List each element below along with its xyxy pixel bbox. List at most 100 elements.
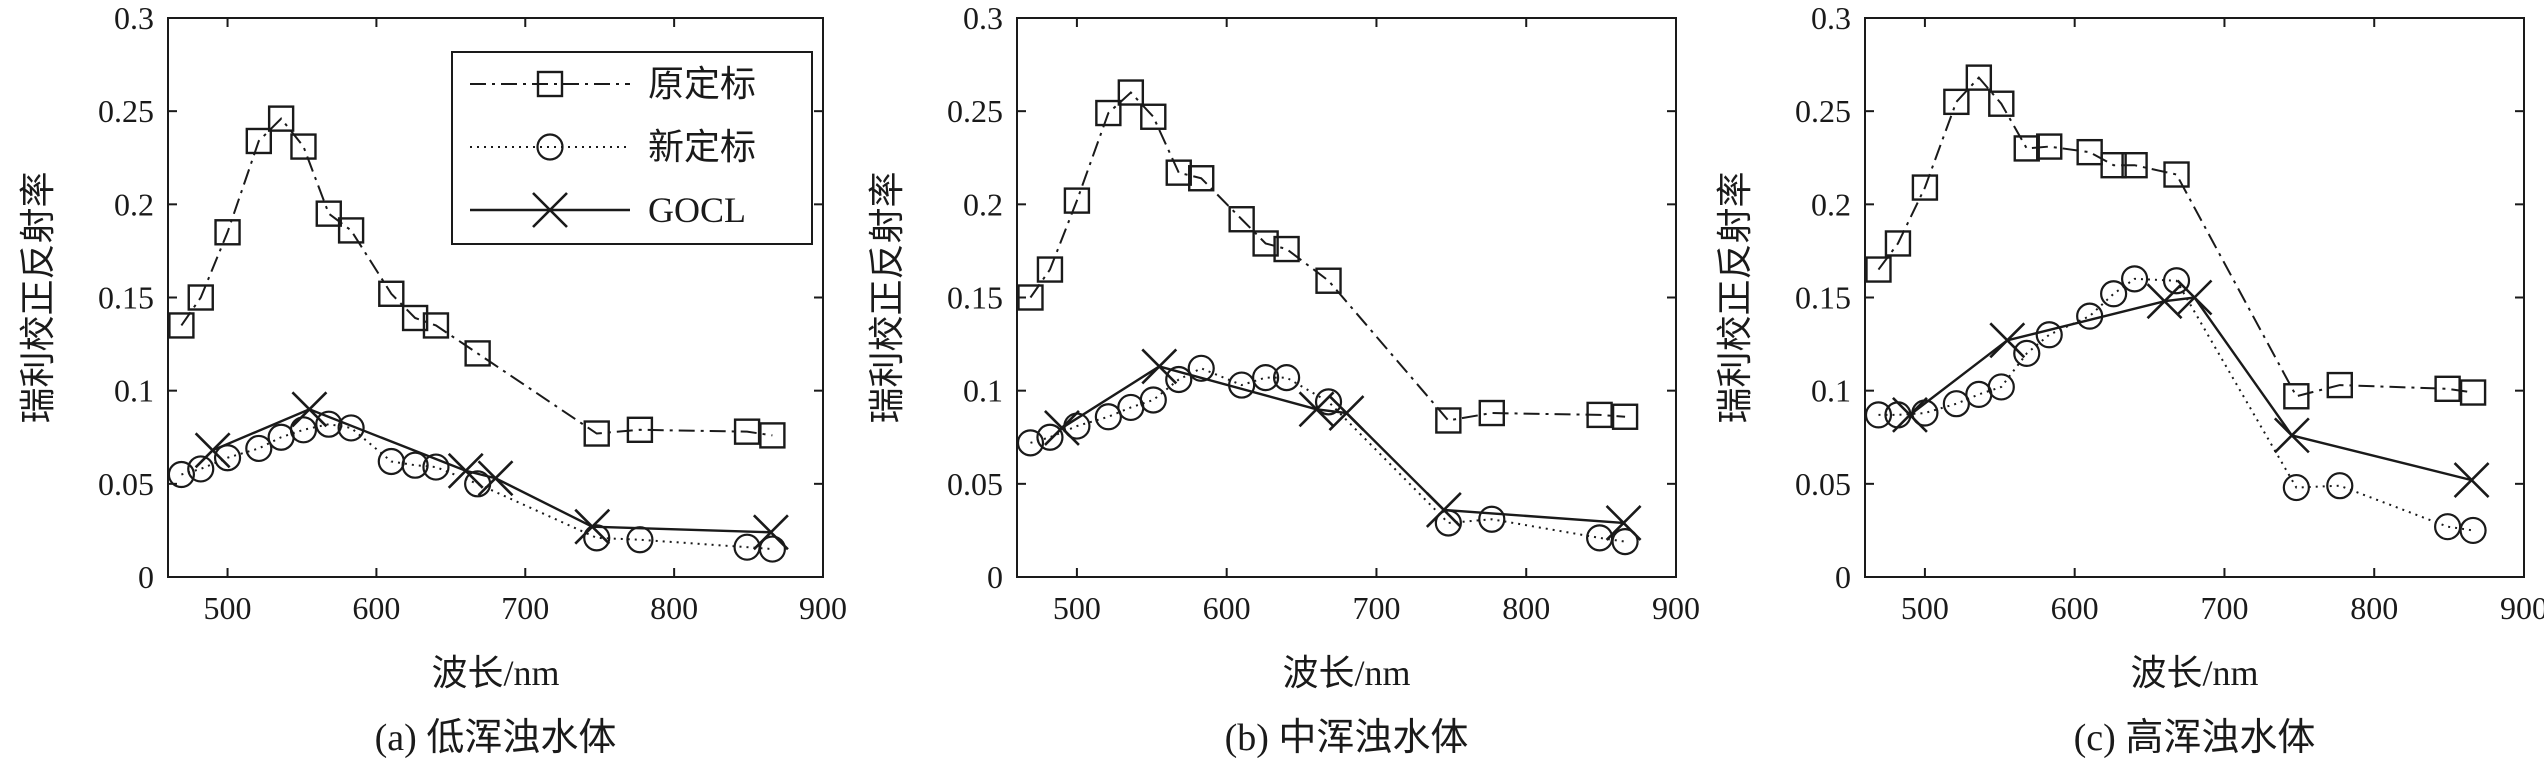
data-point-square	[2036, 133, 2063, 160]
data-point-square	[1036, 256, 1064, 283]
x-axis-title: 波长/nm	[431, 653, 559, 693]
data-point-square	[1063, 187, 1091, 214]
x-tick-label: 600	[1203, 590, 1251, 626]
series-line-square	[1029, 91, 1626, 422]
data-point-circle	[2120, 265, 2149, 293]
legend-label: GOCL	[648, 190, 746, 230]
data-point-square	[1273, 235, 1300, 263]
data-point-square	[1117, 79, 1145, 106]
series-line-square	[1877, 76, 2474, 398]
data-point-circle	[1139, 386, 1167, 414]
data-point-circle	[626, 526, 654, 554]
data-point-square	[337, 217, 365, 244]
x-tick-label: 700	[2200, 590, 2248, 626]
data-point-x	[1141, 348, 1178, 385]
series-line-circle	[1878, 277, 2474, 532]
y-tick-label: 0.15	[947, 280, 1003, 316]
data-point-square	[2283, 383, 2310, 410]
data-point-x	[1328, 395, 1365, 431]
x-tick-label: 800	[2350, 590, 2398, 626]
y-tick-label: 0.15	[98, 280, 154, 316]
x-axis-title: 波长/nm	[1282, 653, 1410, 693]
x-axis-title: 波长/nm	[2130, 653, 2258, 693]
y-tick-label: 0.2	[963, 186, 1003, 222]
data-point-square	[1140, 103, 1167, 130]
data-point-x	[1605, 505, 1642, 541]
data-point-square	[2076, 138, 2103, 166]
data-point-x	[2146, 283, 2183, 320]
x-tick-label: 900	[2500, 590, 2544, 626]
data-point-square	[2434, 375, 2461, 403]
data-point-square	[2459, 379, 2487, 406]
data-point-circle	[1314, 388, 1343, 416]
y-tick-label: 0.2	[1811, 186, 1851, 222]
data-point-square	[2163, 161, 2190, 188]
data-point-square	[1315, 267, 1342, 294]
data-point-square	[1165, 159, 1192, 186]
data-point-x	[1425, 492, 1462, 528]
data-point-circle	[2076, 302, 2104, 330]
data-point-square	[187, 284, 214, 311]
data-point-x	[1892, 396, 1928, 433]
data-point-circle	[289, 416, 318, 444]
data-point-x	[2273, 417, 2310, 454]
data-point-circle	[167, 460, 195, 489]
x-tick-label: 600	[2051, 590, 2099, 626]
x-tick-label: 700	[501, 590, 549, 626]
x-tick-label: 600	[352, 590, 400, 626]
y-tick-label: 0.25	[1795, 93, 1851, 129]
data-point-square	[464, 340, 491, 367]
y-tick-label: 0	[1835, 559, 1851, 595]
data-point-circle	[1094, 403, 1122, 431]
y-tick-label: 0.05	[1795, 466, 1851, 502]
y-tick-label: 0.1	[114, 373, 154, 409]
legend-label: 新定标	[648, 127, 756, 167]
data-point-circle	[1965, 380, 1993, 408]
data-point-square	[1252, 230, 1279, 257]
chart-panel-2: 500 600 700 800 900 0 0.05 0.1 0.15 0.2 0.25 0.3 波长/…	[867, 0, 1700, 759]
y-axis-title: 瑞利校正反射率	[867, 171, 907, 423]
data-point-x	[194, 432, 231, 469]
data-point-x	[574, 508, 611, 545]
data-point-x	[2453, 462, 2490, 499]
data-point-circle	[2459, 516, 2487, 545]
series-line-square	[180, 117, 773, 437]
data-point-square	[1911, 174, 1939, 201]
x-tick-label: 500	[204, 590, 252, 626]
y-axis-title: 瑞利校正反射率	[18, 171, 58, 423]
data-point-square	[2013, 135, 2040, 162]
x-tick-label: 700	[1352, 590, 1400, 626]
data-point-circle	[401, 451, 429, 479]
data-point-circle	[1611, 527, 1639, 556]
data-point-circle	[2282, 473, 2310, 502]
data-point-circle	[583, 524, 611, 552]
data-point-square	[759, 422, 786, 449]
data-point-circle	[2326, 472, 2354, 500]
x-tick-label: 800	[1502, 590, 1550, 626]
data-point-square	[378, 280, 405, 307]
y-tick-label: 0.3	[1811, 0, 1851, 36]
data-point-x	[1989, 322, 2026, 359]
legend-label: 原定标	[648, 64, 756, 104]
data-point-square	[2121, 152, 2148, 179]
data-point-circle	[758, 535, 786, 563]
data-point-square	[1188, 165, 1215, 192]
data-point-square	[733, 418, 761, 445]
y-tick-label: 0	[987, 559, 1003, 595]
data-point-square	[2326, 371, 2353, 399]
y-tick-label: 0.25	[98, 93, 154, 129]
y-tick-label: 0.2	[114, 186, 154, 222]
data-point-square	[245, 127, 273, 155]
data-point-square	[214, 219, 241, 246]
y-tick-label: 0.1	[1811, 373, 1851, 409]
data-point-square	[583, 420, 610, 447]
data-point-square	[1228, 206, 1255, 233]
data-point-square	[422, 312, 450, 339]
y-tick-label: 0.15	[1795, 280, 1851, 316]
data-point-circle	[315, 410, 343, 438]
data-point-square	[1943, 88, 1970, 116]
x-tick-label: 800	[650, 590, 698, 626]
series-line-circle	[1030, 367, 1626, 543]
